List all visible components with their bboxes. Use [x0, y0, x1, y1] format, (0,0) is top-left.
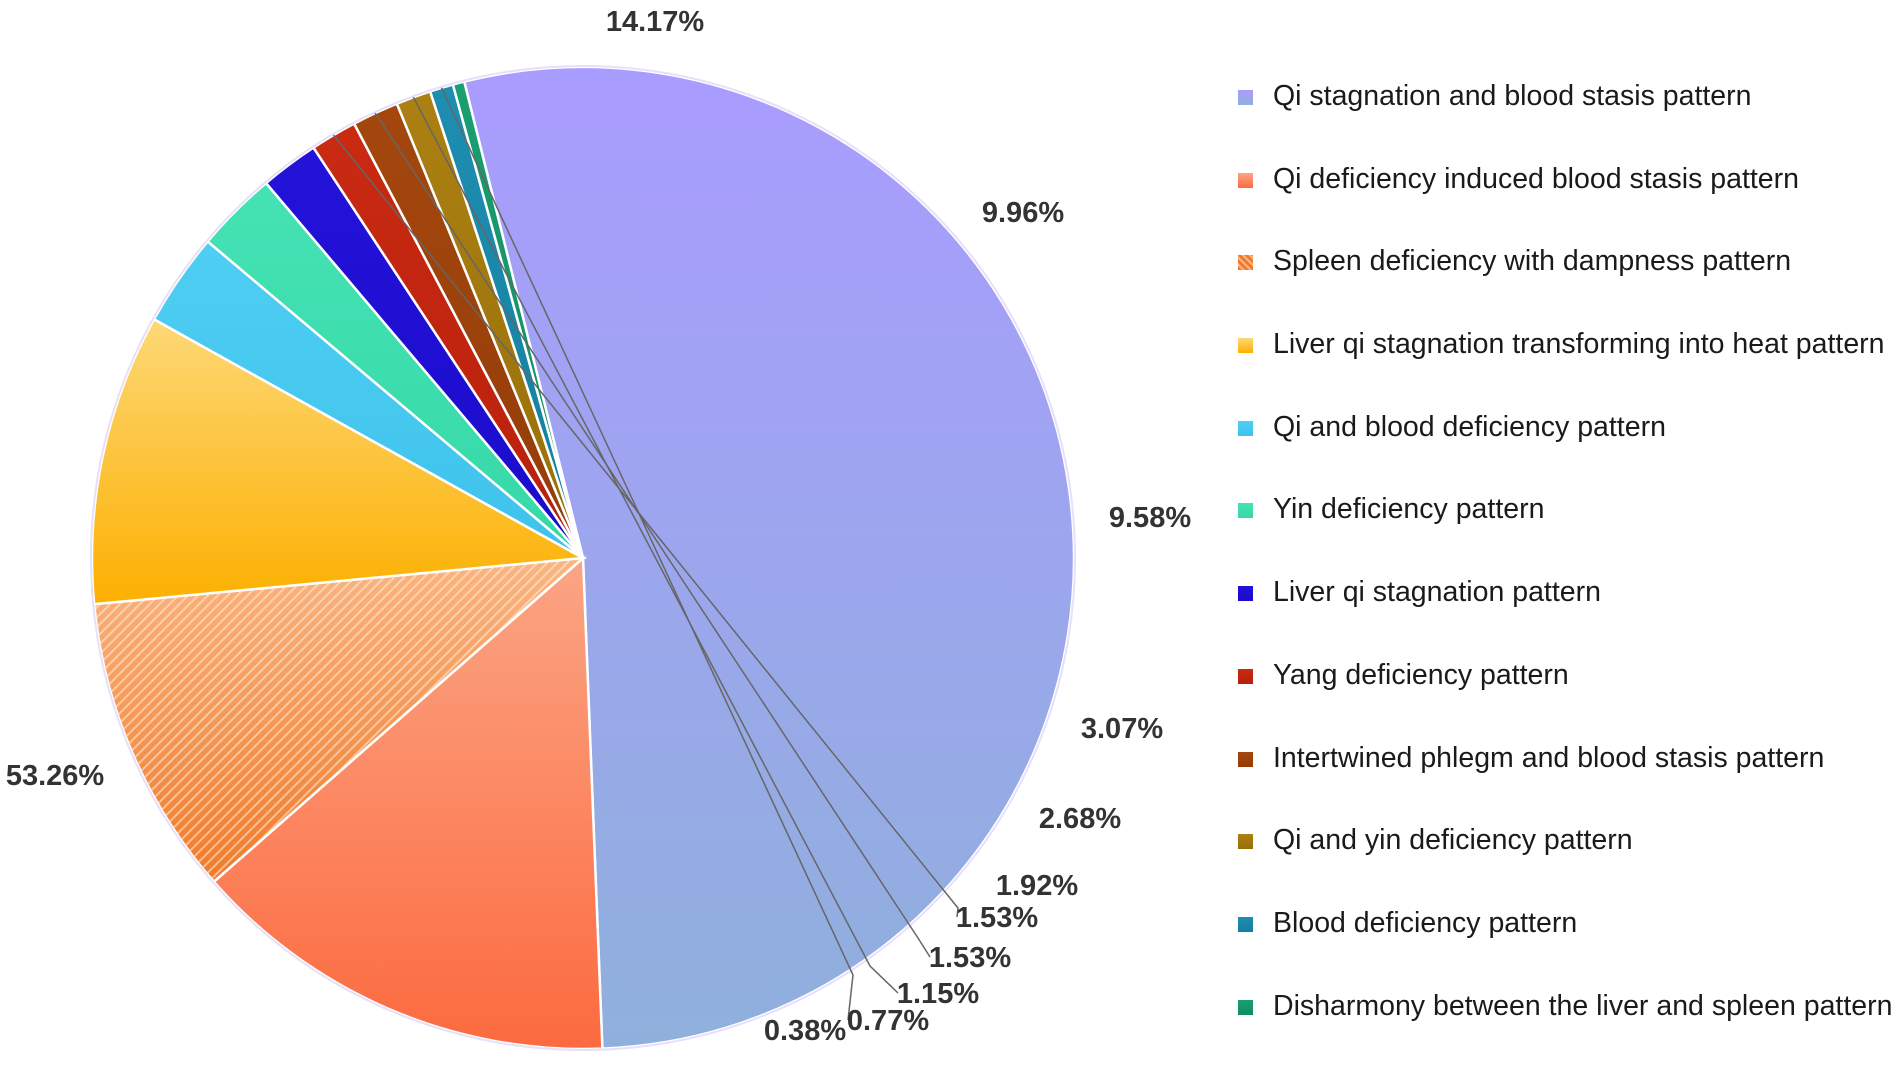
pie-label-11: 0.77%: [847, 1005, 929, 1037]
legend-label-2: Qi deficiency induced blood stasis patte…: [1273, 159, 1799, 199]
legend-item-11: Blood deficiency pattern: [1222, 903, 1902, 986]
pie-label-6: 2.68%: [1039, 803, 1121, 835]
legend-item-5: Qi and blood deficiency pattern: [1222, 407, 1902, 490]
pie-label-3: 9.96%: [982, 197, 1064, 229]
legend-label-9: Intertwined phlegm and blood stasis patt…: [1273, 738, 1824, 778]
legend-label-8: Yang deficiency pattern: [1273, 655, 1569, 695]
legend-item-8: Yang deficiency pattern: [1222, 655, 1902, 738]
legend-item-1: Qi stagnation and blood stasis pattern: [1222, 76, 1902, 159]
legend-swatch-5: [1238, 421, 1253, 436]
pie-label-12: 0.38%: [764, 1015, 846, 1047]
legend-label-3: Spleen deficiency with dampness pattern: [1273, 241, 1791, 281]
legend-label-10: Qi and yin deficiency pattern: [1273, 820, 1633, 860]
legend-label-6: Yin deficiency pattern: [1273, 489, 1544, 529]
legend-swatch-2: [1238, 173, 1253, 188]
legend-swatch-7: [1238, 586, 1253, 601]
legend-swatch-10: [1238, 834, 1253, 849]
legend-swatch-9: [1238, 752, 1253, 767]
legend-item-3: Spleen deficiency with dampness pattern: [1222, 241, 1902, 324]
legend: Qi stagnation and blood stasis pattern Qi…: [1222, 76, 1902, 1068]
pie-label-1: 53.26%: [6, 760, 105, 792]
legend-label-4: Liver qi stagnation transforming into he…: [1273, 324, 1885, 364]
legend-item-12: Disharmony between the liver and spleen …: [1222, 986, 1902, 1069]
pie-label-5: 3.07%: [1081, 713, 1163, 745]
legend-swatch-1: [1238, 90, 1253, 105]
legend-item-7: Liver qi stagnation pattern: [1222, 572, 1902, 655]
legend-label-12: Disharmony between the liver and spleen …: [1273, 986, 1892, 1026]
pie-label-8: 1.53%: [956, 902, 1038, 934]
legend-item-2: Qi deficiency induced blood stasis patte…: [1222, 159, 1902, 242]
legend-swatch-11: [1238, 917, 1253, 932]
pie-label-7: 1.92%: [996, 870, 1078, 902]
legend-swatch-12: [1238, 1000, 1253, 1015]
legend-label-5: Qi and blood deficiency pattern: [1273, 407, 1666, 447]
legend-label-11: Blood deficiency pattern: [1273, 903, 1577, 943]
legend-label-7: Liver qi stagnation pattern: [1273, 572, 1601, 612]
legend-swatch-8: [1238, 669, 1253, 684]
slices-layer: [91, 66, 1075, 1050]
legend-item-9: Intertwined phlegm and blood stasis patt…: [1222, 738, 1902, 821]
legend-item-10: Qi and yin deficiency pattern: [1222, 820, 1902, 903]
pie-label-2: 14.17%: [606, 6, 705, 38]
pie-label-9: 1.53%: [929, 942, 1011, 974]
legend-item-4: Liver qi stagnation transforming into he…: [1222, 324, 1902, 407]
legend-item-6: Yin deficiency pattern: [1222, 489, 1902, 572]
pie-label-4: 9.58%: [1109, 502, 1191, 534]
legend-label-1: Qi stagnation and blood stasis pattern: [1273, 76, 1751, 116]
legend-swatch-3: [1238, 255, 1253, 270]
legend-swatch-4: [1238, 338, 1253, 353]
legend-swatch-6: [1238, 503, 1253, 518]
